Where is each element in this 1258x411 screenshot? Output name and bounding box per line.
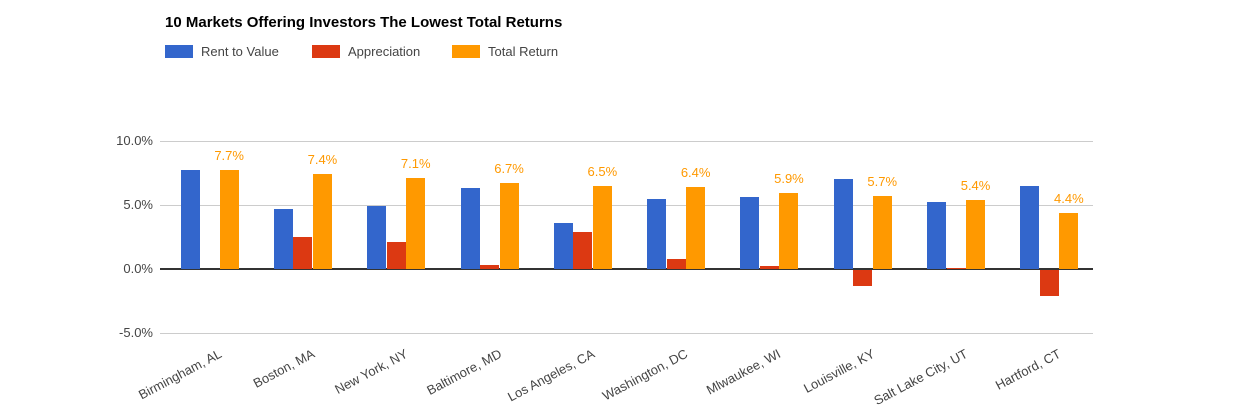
bar-rent-to-value <box>647 198 667 269</box>
bar-rent-to-value <box>460 188 480 269</box>
y-axis-tick-label: 10.0% <box>116 133 153 148</box>
legend-label-rent-to-value: Rent to Value <box>201 43 279 59</box>
bar-rent-to-value <box>833 179 853 269</box>
total-return-value-label: 5.4% <box>960 177 991 193</box>
x-axis-zero-line <box>160 268 1093 270</box>
chart-title: 10 Markets Offering Investors The Lowest… <box>165 14 563 31</box>
total-return-value-label: 6.4% <box>680 165 711 181</box>
bar-rent-to-value <box>553 222 573 269</box>
y-axis-tick-label: 5.0% <box>123 197 153 212</box>
bar-rent-to-value <box>740 197 760 269</box>
x-axis-label: Birmingham, AL <box>135 346 224 403</box>
total-return-value-label: 7.7% <box>214 148 244 164</box>
bar-rent-to-value <box>273 208 293 269</box>
bar-total-return <box>1059 212 1079 269</box>
bar-total-return <box>499 183 519 269</box>
bar-appreciation <box>480 265 500 269</box>
bar-rent-to-value <box>927 202 947 269</box>
total-return-value-label: 5.9% <box>774 171 804 187</box>
legend-label-appreciation: Appreciation <box>348 43 421 59</box>
gridline <box>160 333 1093 334</box>
y-axis-tick-label: -5.0% <box>119 325 153 340</box>
bar-appreciation <box>1039 270 1059 296</box>
bar-rent-to-value <box>367 206 387 269</box>
gridline <box>160 205 1093 206</box>
legend-item-total-return: Total Return <box>452 43 558 59</box>
bar-total-return <box>406 178 426 269</box>
legend-swatch-rent-to-value <box>165 44 193 58</box>
total-return-value-label: 4.4% <box>1054 190 1084 206</box>
bar-total-return <box>312 174 332 269</box>
bar-rent-to-value <box>180 170 200 269</box>
bar-appreciation <box>666 258 686 269</box>
y-axis-tick-label: 0.0% <box>123 261 153 276</box>
bar-appreciation <box>573 231 593 269</box>
bar-appreciation <box>293 237 313 269</box>
legend-label-total-return: Total Return <box>488 43 559 59</box>
total-return-value-label: 7.4% <box>307 152 338 168</box>
legend-swatch-appreciation <box>312 44 340 58</box>
bar-rent-to-value <box>1020 185 1040 269</box>
bar-appreciation <box>759 266 779 269</box>
legend-swatch-total-return <box>452 44 480 58</box>
gridline <box>160 141 1093 142</box>
legend-item-rent-to-value: Rent to Value <box>165 43 279 59</box>
bar-total-return <box>966 199 986 269</box>
bar-appreciation <box>853 270 873 286</box>
bar-total-return <box>592 185 612 269</box>
bar-total-return <box>872 196 892 269</box>
bar-appreciation <box>386 242 406 269</box>
bar-total-return <box>686 187 706 269</box>
total-return-value-label: 5.7% <box>867 174 898 190</box>
bar-appreciation <box>946 267 966 269</box>
total-return-value-label: 6.5% <box>587 163 618 179</box>
bar-total-return <box>779 193 799 269</box>
legend-item-appreciation: Appreciation <box>312 43 420 59</box>
bar-total-return <box>219 170 239 269</box>
total-return-value-label: 7.1% <box>400 156 431 172</box>
total-return-value-label: 6.7% <box>494 161 524 177</box>
